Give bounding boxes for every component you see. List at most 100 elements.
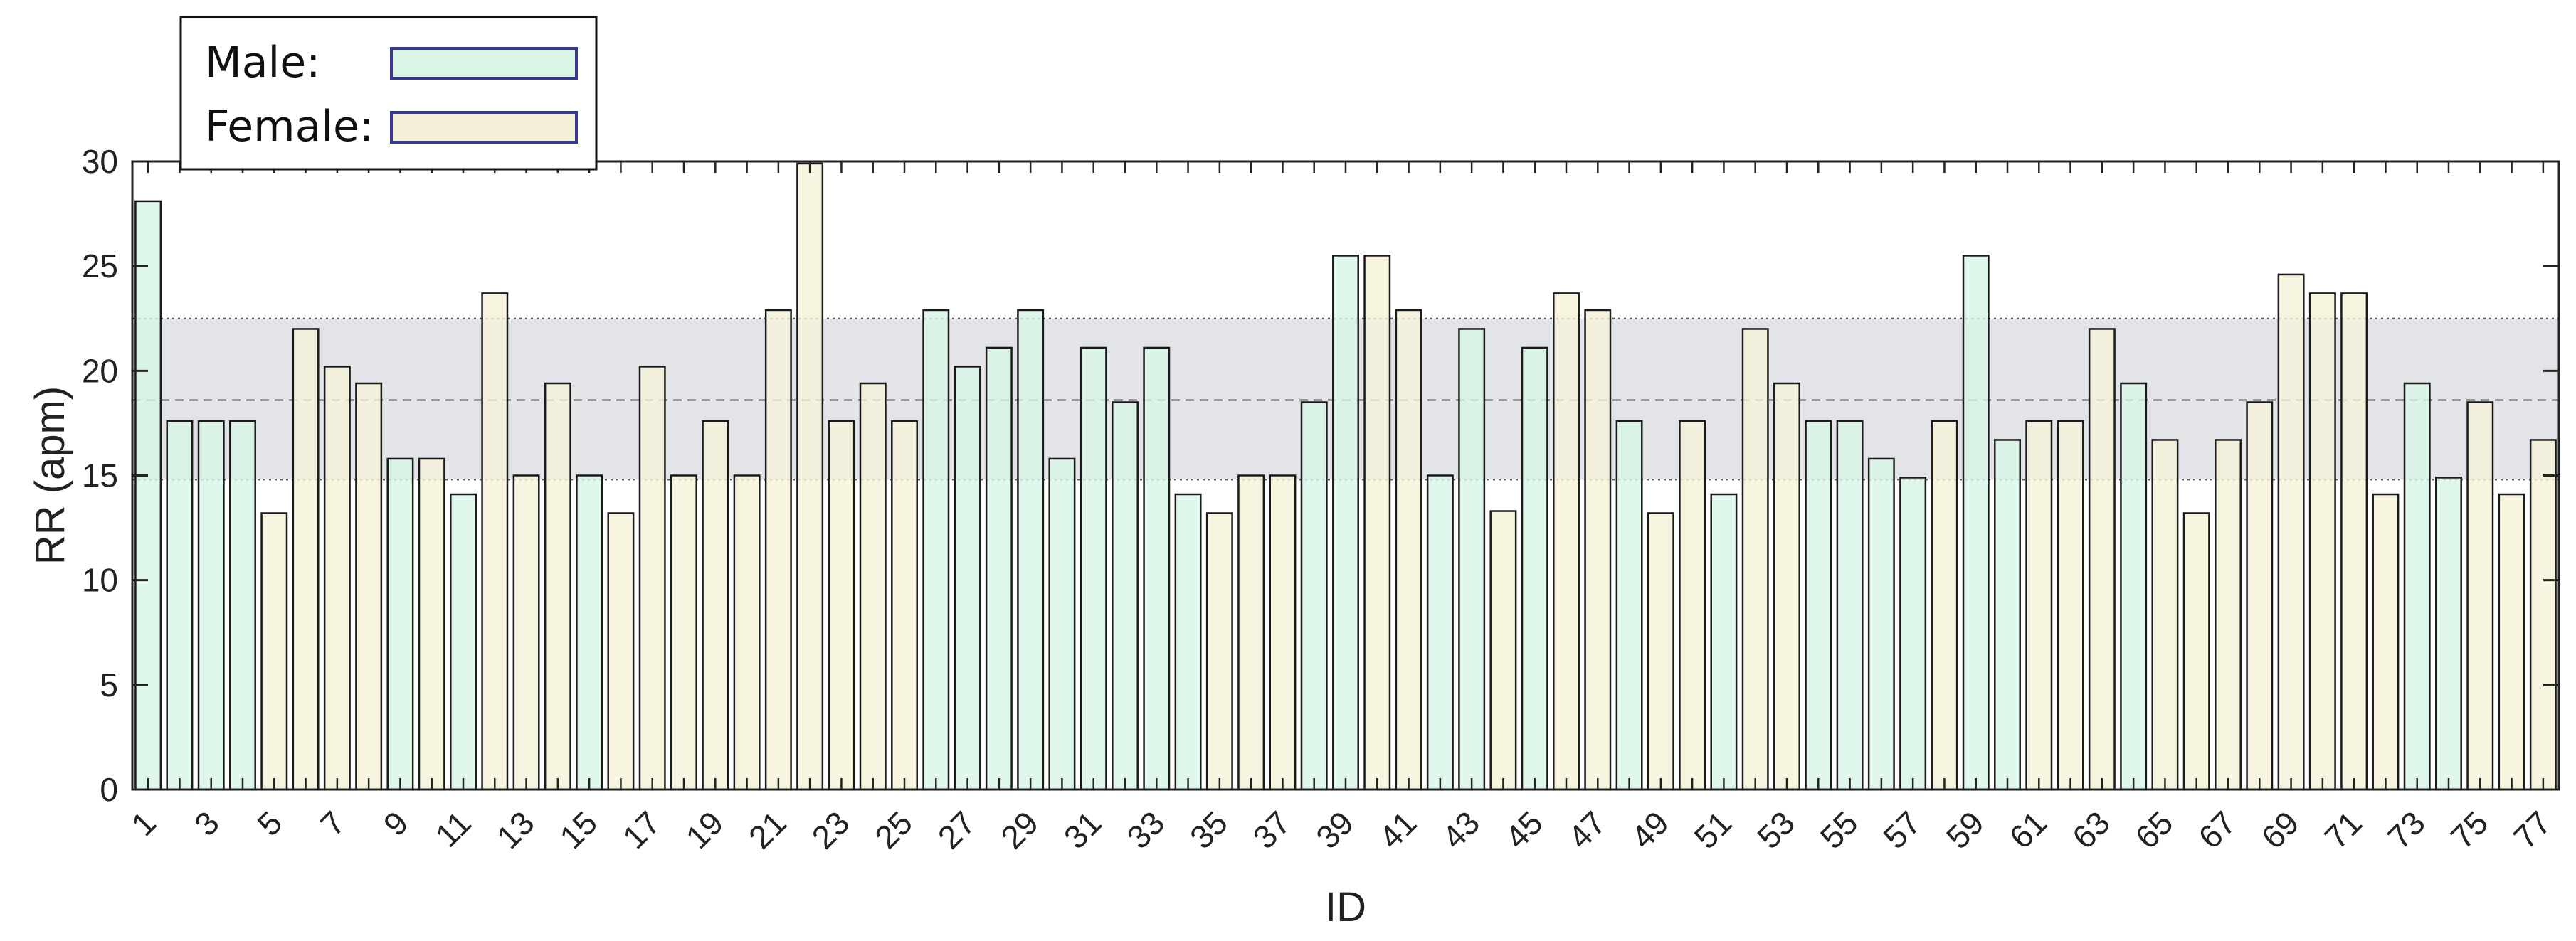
bar (1521, 346, 1548, 791)
x-tick-label: 55 (1813, 804, 1865, 856)
x-tick-label: 27 (931, 804, 983, 856)
bar (355, 382, 383, 791)
x-tick-label: 7 (313, 804, 352, 843)
bar (859, 382, 887, 791)
bar (1300, 401, 1328, 791)
bar (1363, 255, 1391, 791)
bar (166, 420, 194, 791)
bar (2025, 420, 2053, 791)
x-tick-label: 3 (187, 804, 226, 843)
legend-label-male: Male: (205, 38, 320, 87)
x-tick-label: 69 (2254, 804, 2306, 856)
bars (134, 162, 2557, 791)
bar (2057, 420, 2084, 791)
bar (229, 420, 256, 791)
legend: Male: Female: (179, 16, 598, 171)
bar (544, 382, 571, 791)
bar (1679, 420, 1706, 791)
bar (2246, 401, 2274, 791)
bar (985, 346, 1013, 791)
x-tick-label: 57 (1876, 804, 1928, 856)
bar (2215, 439, 2242, 791)
legend-box (179, 16, 598, 171)
bar (1269, 474, 1297, 791)
x-tick-label: 17 (616, 804, 667, 856)
bar (2151, 439, 2179, 791)
x-tick-label: 33 (1119, 804, 1171, 856)
y-axis-title: RR (apm) (27, 386, 73, 565)
bar (1962, 255, 1990, 791)
bar (1143, 346, 1171, 791)
bar (1867, 457, 1895, 791)
bar (922, 309, 950, 791)
x-tick-label: 13 (490, 804, 542, 856)
bar (1048, 457, 1076, 791)
bar (1836, 420, 1864, 791)
bar (1395, 309, 1422, 791)
y-tick-label: 15 (82, 457, 118, 494)
x-tick-label: 19 (678, 804, 730, 856)
bar (2088, 328, 2116, 791)
x-tick-label: 23 (805, 804, 857, 856)
bar (702, 420, 729, 791)
x-tick-label: 75 (2443, 804, 2495, 856)
bar (386, 457, 414, 791)
bar (954, 366, 981, 791)
bar (607, 512, 635, 791)
bar (1773, 382, 1800, 791)
bar (418, 457, 445, 791)
bar (2182, 512, 2210, 791)
legend-swatch-female (390, 111, 578, 144)
x-tick-label: 59 (1939, 804, 1991, 856)
bar (576, 474, 603, 791)
bar (1112, 401, 1139, 791)
bar (2498, 493, 2525, 791)
bar (1205, 512, 1233, 791)
bar (2403, 382, 2431, 791)
x-tick-label: 61 (2002, 804, 2054, 856)
bar (670, 474, 697, 791)
bar (796, 162, 824, 791)
bar (1899, 477, 1927, 791)
x-tick-label: 35 (1183, 804, 1235, 856)
x-tick-label: 39 (1309, 804, 1361, 856)
x-axis-title: ID (1325, 884, 1366, 930)
bar (1489, 510, 1517, 791)
x-tick-label: 71 (2317, 804, 2369, 856)
bar (2435, 477, 2462, 791)
bar (2529, 439, 2557, 791)
legend-label-female: Female: (205, 102, 374, 151)
bar (1332, 255, 1359, 791)
x-tick-label: 31 (1057, 804, 1109, 856)
bar (1458, 328, 1486, 791)
y-tick-label: 5 (100, 666, 118, 703)
bar (1994, 439, 2021, 791)
bar (2340, 292, 2368, 791)
x-tick-label: 65 (2128, 804, 2180, 856)
bar (1931, 420, 1958, 791)
bar (1553, 292, 1580, 791)
x-tick-label: 77 (2506, 804, 2558, 856)
x-tick-label: 1 (124, 804, 163, 843)
bar (891, 420, 918, 791)
x-tick-label: 29 (993, 804, 1045, 856)
bar (2277, 273, 2305, 791)
bar (764, 309, 792, 791)
bar (1615, 420, 1643, 791)
x-tick-label: 47 (1561, 804, 1612, 856)
bar (733, 474, 761, 791)
bar (638, 366, 666, 791)
bar (2308, 292, 2336, 791)
x-tick-label: 67 (2191, 804, 2243, 856)
x-tick-label: 41 (1372, 804, 1424, 856)
bar (2372, 493, 2400, 791)
bar (2120, 382, 2148, 791)
bar (1805, 420, 1832, 791)
y-tick-label: 20 (82, 352, 118, 389)
bar (197, 420, 225, 791)
bar (828, 420, 855, 791)
y-tick-label: 10 (82, 562, 118, 599)
bar (323, 366, 351, 791)
bar (134, 200, 162, 791)
